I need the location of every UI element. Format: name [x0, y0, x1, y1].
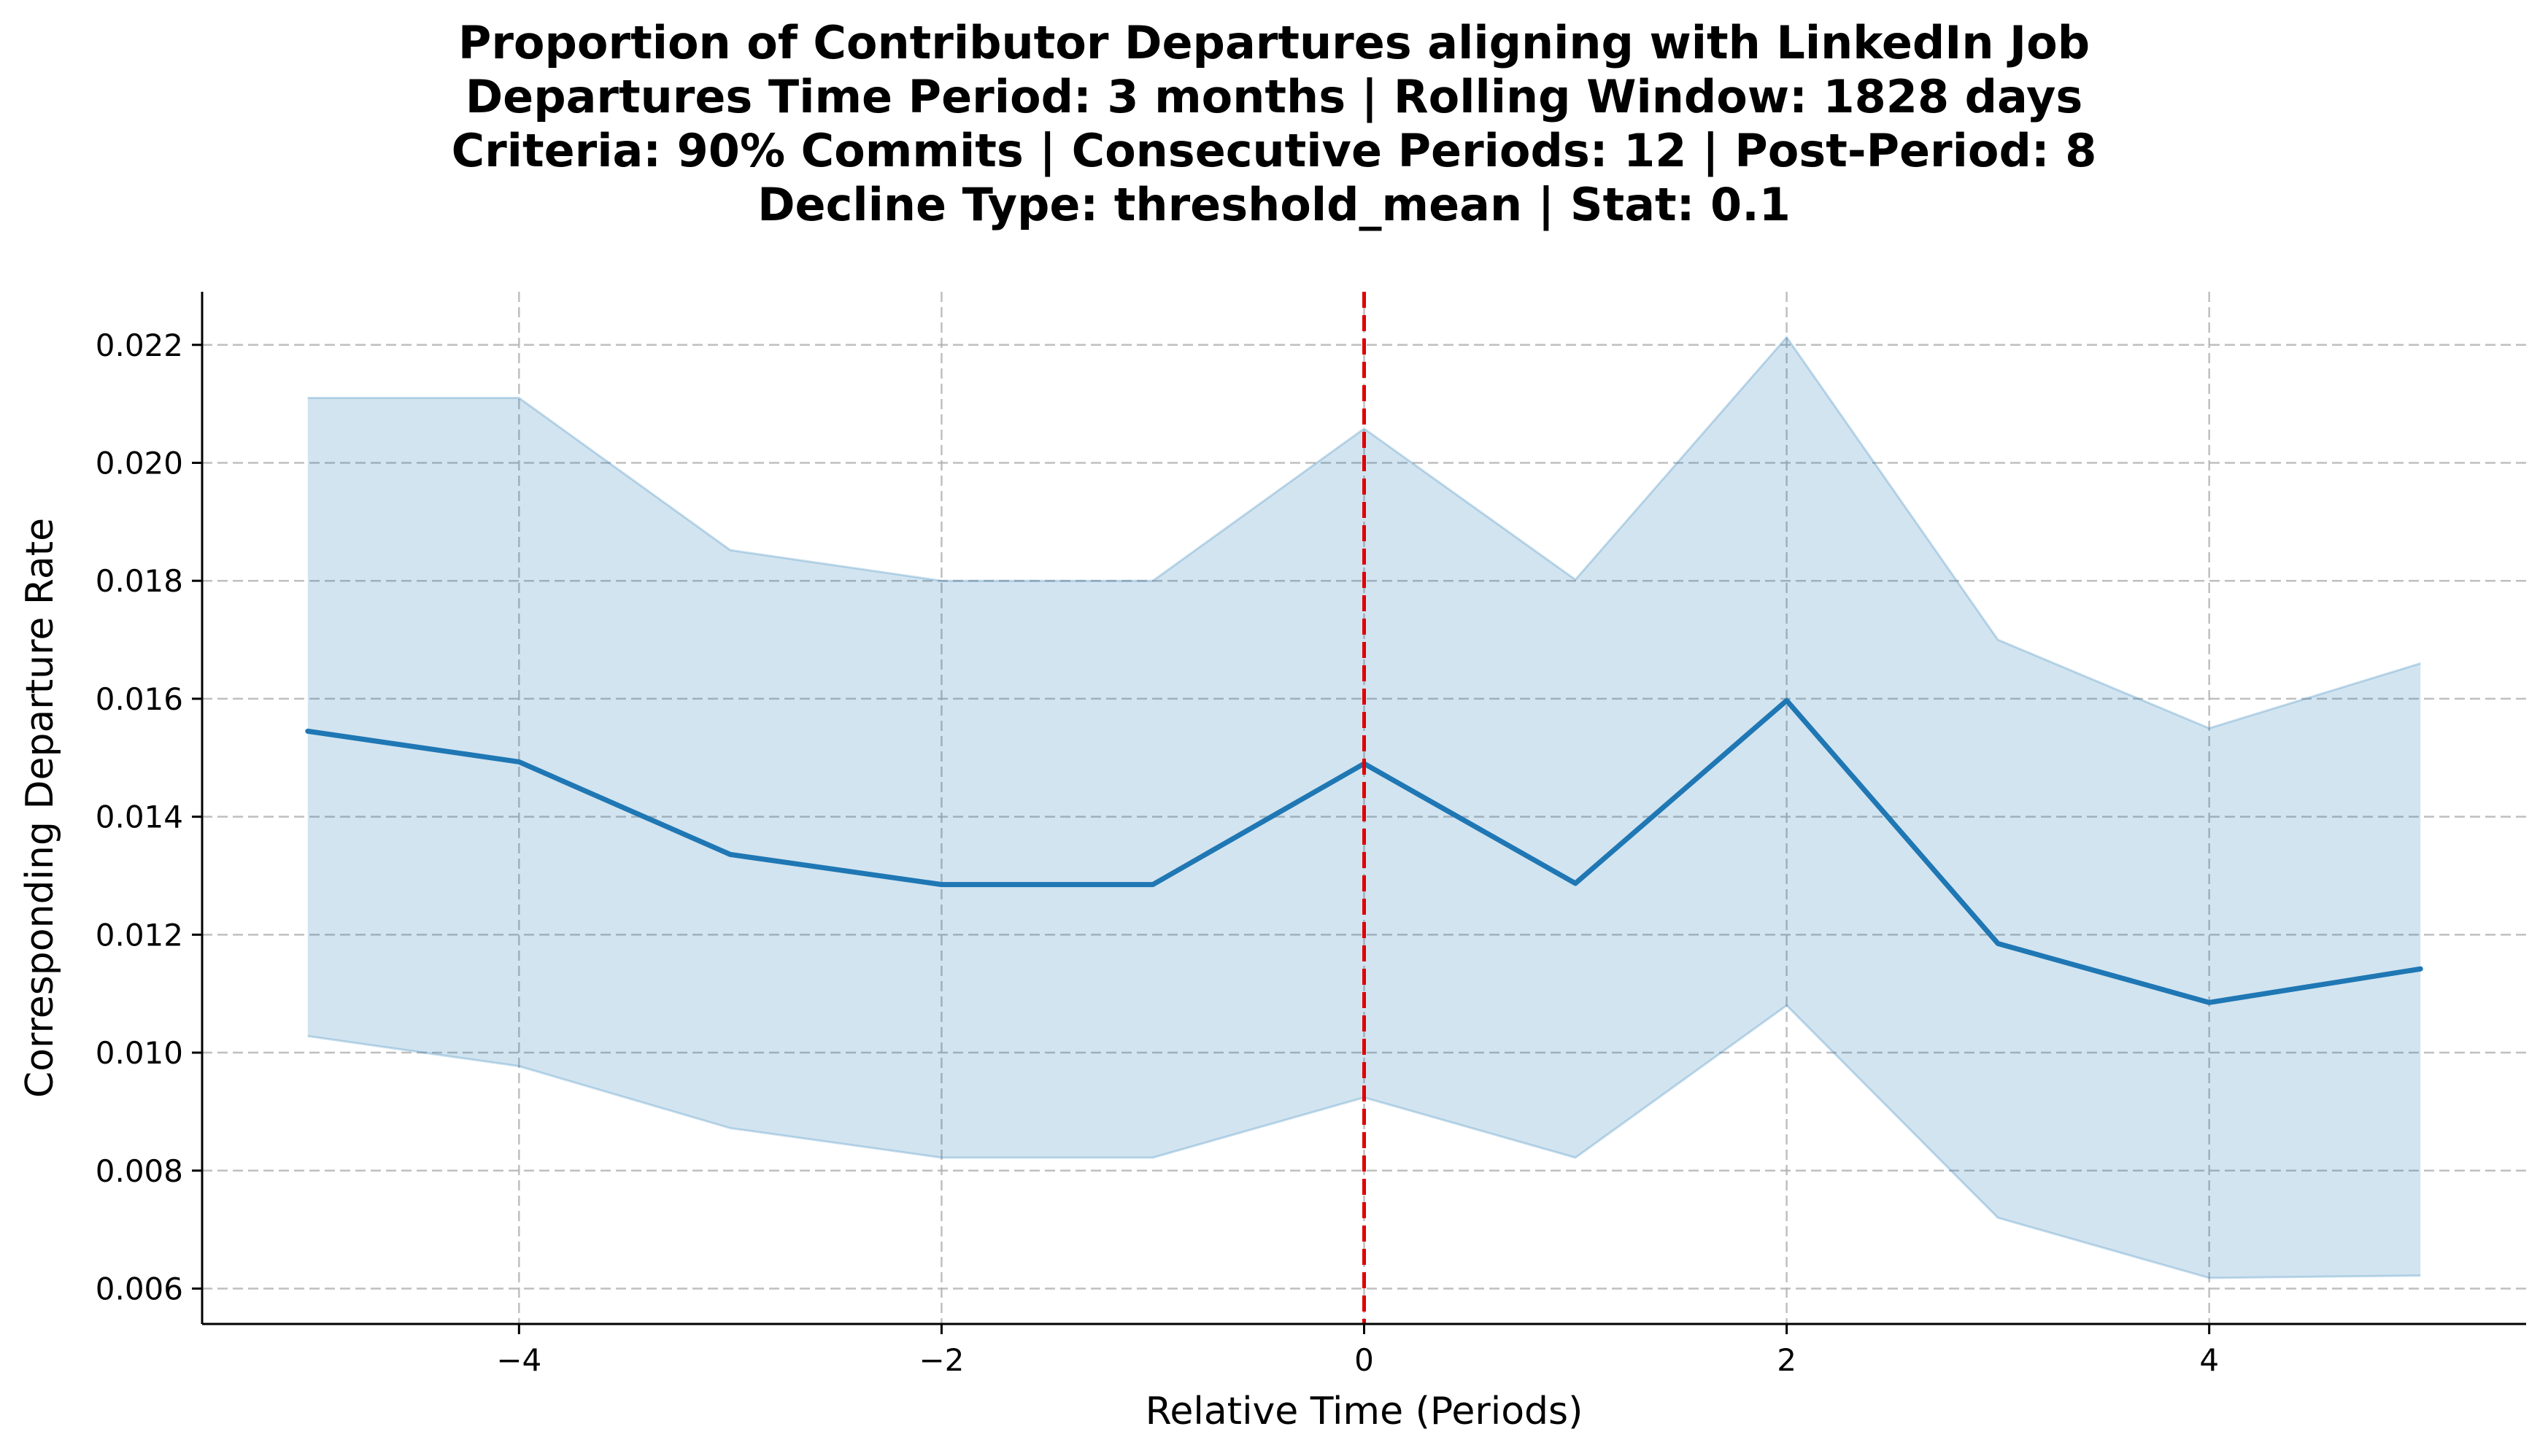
title-line-4: Decline Type: threshold_mean | Stat: 0.1 — [757, 178, 1791, 232]
y-tick-label-1: 0.008 — [96, 1153, 183, 1189]
x-axis-label: Relative Time (Periods) — [1146, 1390, 1583, 1433]
y-tick-label-6: 0.018 — [96, 563, 183, 599]
y-tick-label-5: 0.016 — [96, 681, 183, 717]
x-axis-ticks: −4 −2 0 2 4 — [496, 1324, 2219, 1378]
y-axis-label: Corresponding Departure Rate — [18, 518, 62, 1098]
y-tick-label-8: 0.022 — [96, 328, 183, 363]
y-tick-label-2: 0.010 — [96, 1035, 183, 1071]
y-tick-label-0: 0.006 — [96, 1271, 183, 1306]
x-tick-label-3: 2 — [1777, 1342, 1796, 1378]
title-line-3: Criteria: 90% Commits | Consecutive Peri… — [452, 124, 2097, 178]
chart-title: Proportion of Contributor Departures ali… — [452, 16, 2097, 232]
title-line-1: Proportion of Contributor Departures ali… — [458, 16, 2090, 69]
y-tick-label-4: 0.014 — [96, 799, 183, 835]
x-tick-label-1: −2 — [919, 1342, 964, 1378]
y-tick-label-7: 0.020 — [96, 445, 183, 481]
y-axis-ticks: 0.006 0.008 0.010 0.012 0.014 0.016 0.018 0.020… — [96, 328, 202, 1306]
grid — [202, 292, 2526, 1324]
x-tick-label-4: 4 — [2199, 1342, 2219, 1378]
ci-upper-edge-0 — [307, 335, 2421, 729]
title-line-2: Departures Time Period: 3 months | Rolli… — [466, 70, 2083, 124]
x-tick-label-0: −4 — [496, 1342, 541, 1378]
x-tick-label-2: 0 — [1354, 1342, 1374, 1378]
y-tick-label-3: 0.012 — [96, 917, 183, 953]
